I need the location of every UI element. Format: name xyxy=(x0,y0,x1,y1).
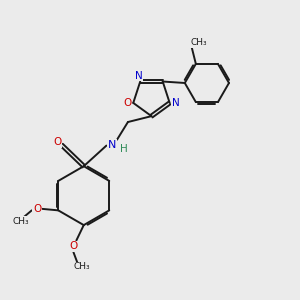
Text: O: O xyxy=(69,241,78,251)
Text: O: O xyxy=(123,98,131,108)
Text: CH₃: CH₃ xyxy=(13,217,29,226)
Text: CH₃: CH₃ xyxy=(190,38,207,47)
Text: O: O xyxy=(53,137,61,147)
Text: N: N xyxy=(107,140,116,150)
Text: N: N xyxy=(135,70,142,81)
Text: N: N xyxy=(172,98,179,108)
Text: CH₃: CH₃ xyxy=(74,262,91,272)
Text: O: O xyxy=(33,204,41,214)
Text: H: H xyxy=(120,144,128,154)
